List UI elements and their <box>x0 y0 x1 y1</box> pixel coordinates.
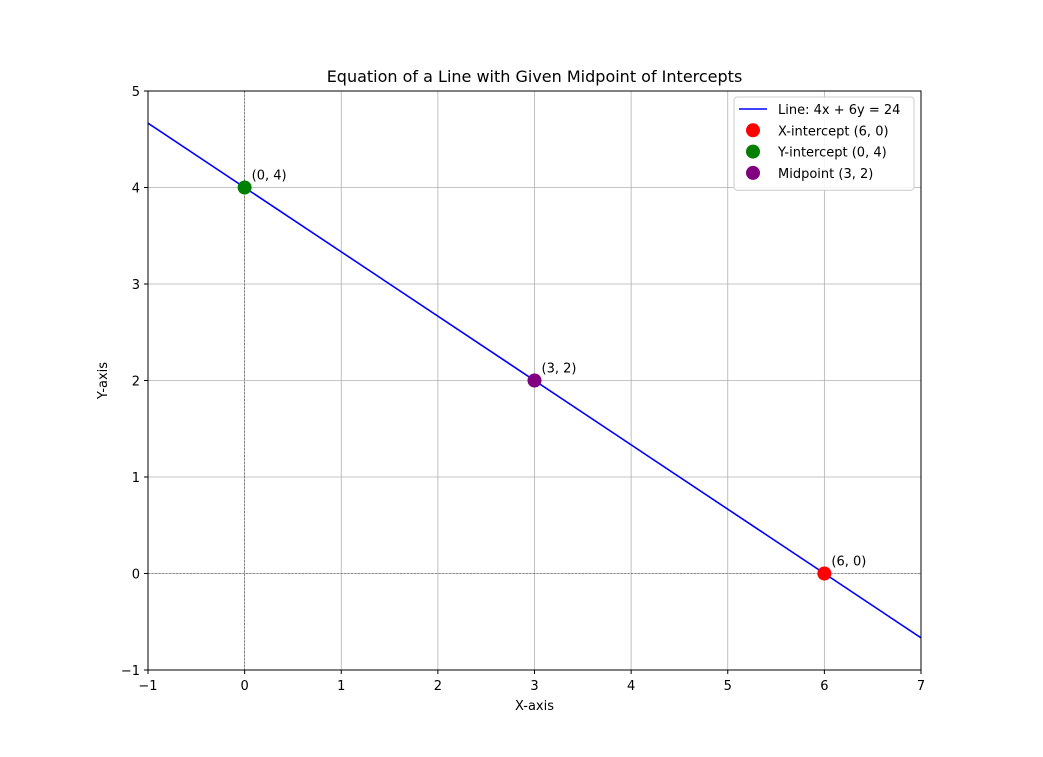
chart-title: Equation of a Line with Given Midpoint o… <box>327 67 743 86</box>
point-annotation: (6, 0) <box>831 555 866 570</box>
point-annotation: (0, 4) <box>252 169 287 184</box>
y-tick-label: 0 <box>132 568 140 583</box>
legend-entry-label: X-intercept (6, 0) <box>778 124 889 139</box>
data-point-2 <box>237 180 252 195</box>
x-tick-label: 7 <box>917 679 925 694</box>
y-axis-label: Y-axis <box>96 362 111 400</box>
legend-entry-label: Midpoint (3, 2) <box>778 167 873 182</box>
data-point-1 <box>817 566 832 581</box>
legend-entry-label: Line: 4x + 6y = 24 <box>778 103 900 118</box>
x-tick-label: 1 <box>337 679 345 694</box>
y-tick-label: −1 <box>121 664 140 679</box>
plot-frame <box>147 90 922 671</box>
legend-marker-swatch <box>746 165 760 180</box>
x-tick-label: 6 <box>820 679 828 694</box>
y-tick-label: 4 <box>132 182 140 197</box>
y-tick-label: 5 <box>132 85 140 100</box>
x-tick-label: 0 <box>240 679 248 694</box>
y-tick-label: 3 <box>132 278 140 293</box>
x-tick-label: 2 <box>434 679 442 694</box>
y-tick-label: 2 <box>132 375 140 390</box>
point-annotation: (3, 2) <box>542 362 577 377</box>
legend: Line: 4x + 6y = 24 X-intercept (6, 0) Y-in… <box>733 96 915 191</box>
x-axis-label: X-axis <box>515 699 554 714</box>
x-tick-label: 3 <box>530 679 538 694</box>
x-tick-label: 5 <box>724 679 732 694</box>
legend-entry-label: Y-intercept (0, 4) <box>777 146 887 161</box>
legend-marker-swatch <box>746 144 760 159</box>
x-tick-label: 4 <box>627 679 635 694</box>
data-point-3 <box>527 373 542 388</box>
axis-ticks: −1 0 1 2 3 4 5 6 7 −1 0 1 2 3 4 5 <box>121 85 925 694</box>
legend-marker-swatch <box>746 123 760 138</box>
y-tick-label: 1 <box>132 471 140 486</box>
plot-area: (6, 0) (0, 4) (3, 2) <box>147 122 922 639</box>
legend-box <box>733 96 915 191</box>
x-tick-label: −1 <box>138 679 157 694</box>
